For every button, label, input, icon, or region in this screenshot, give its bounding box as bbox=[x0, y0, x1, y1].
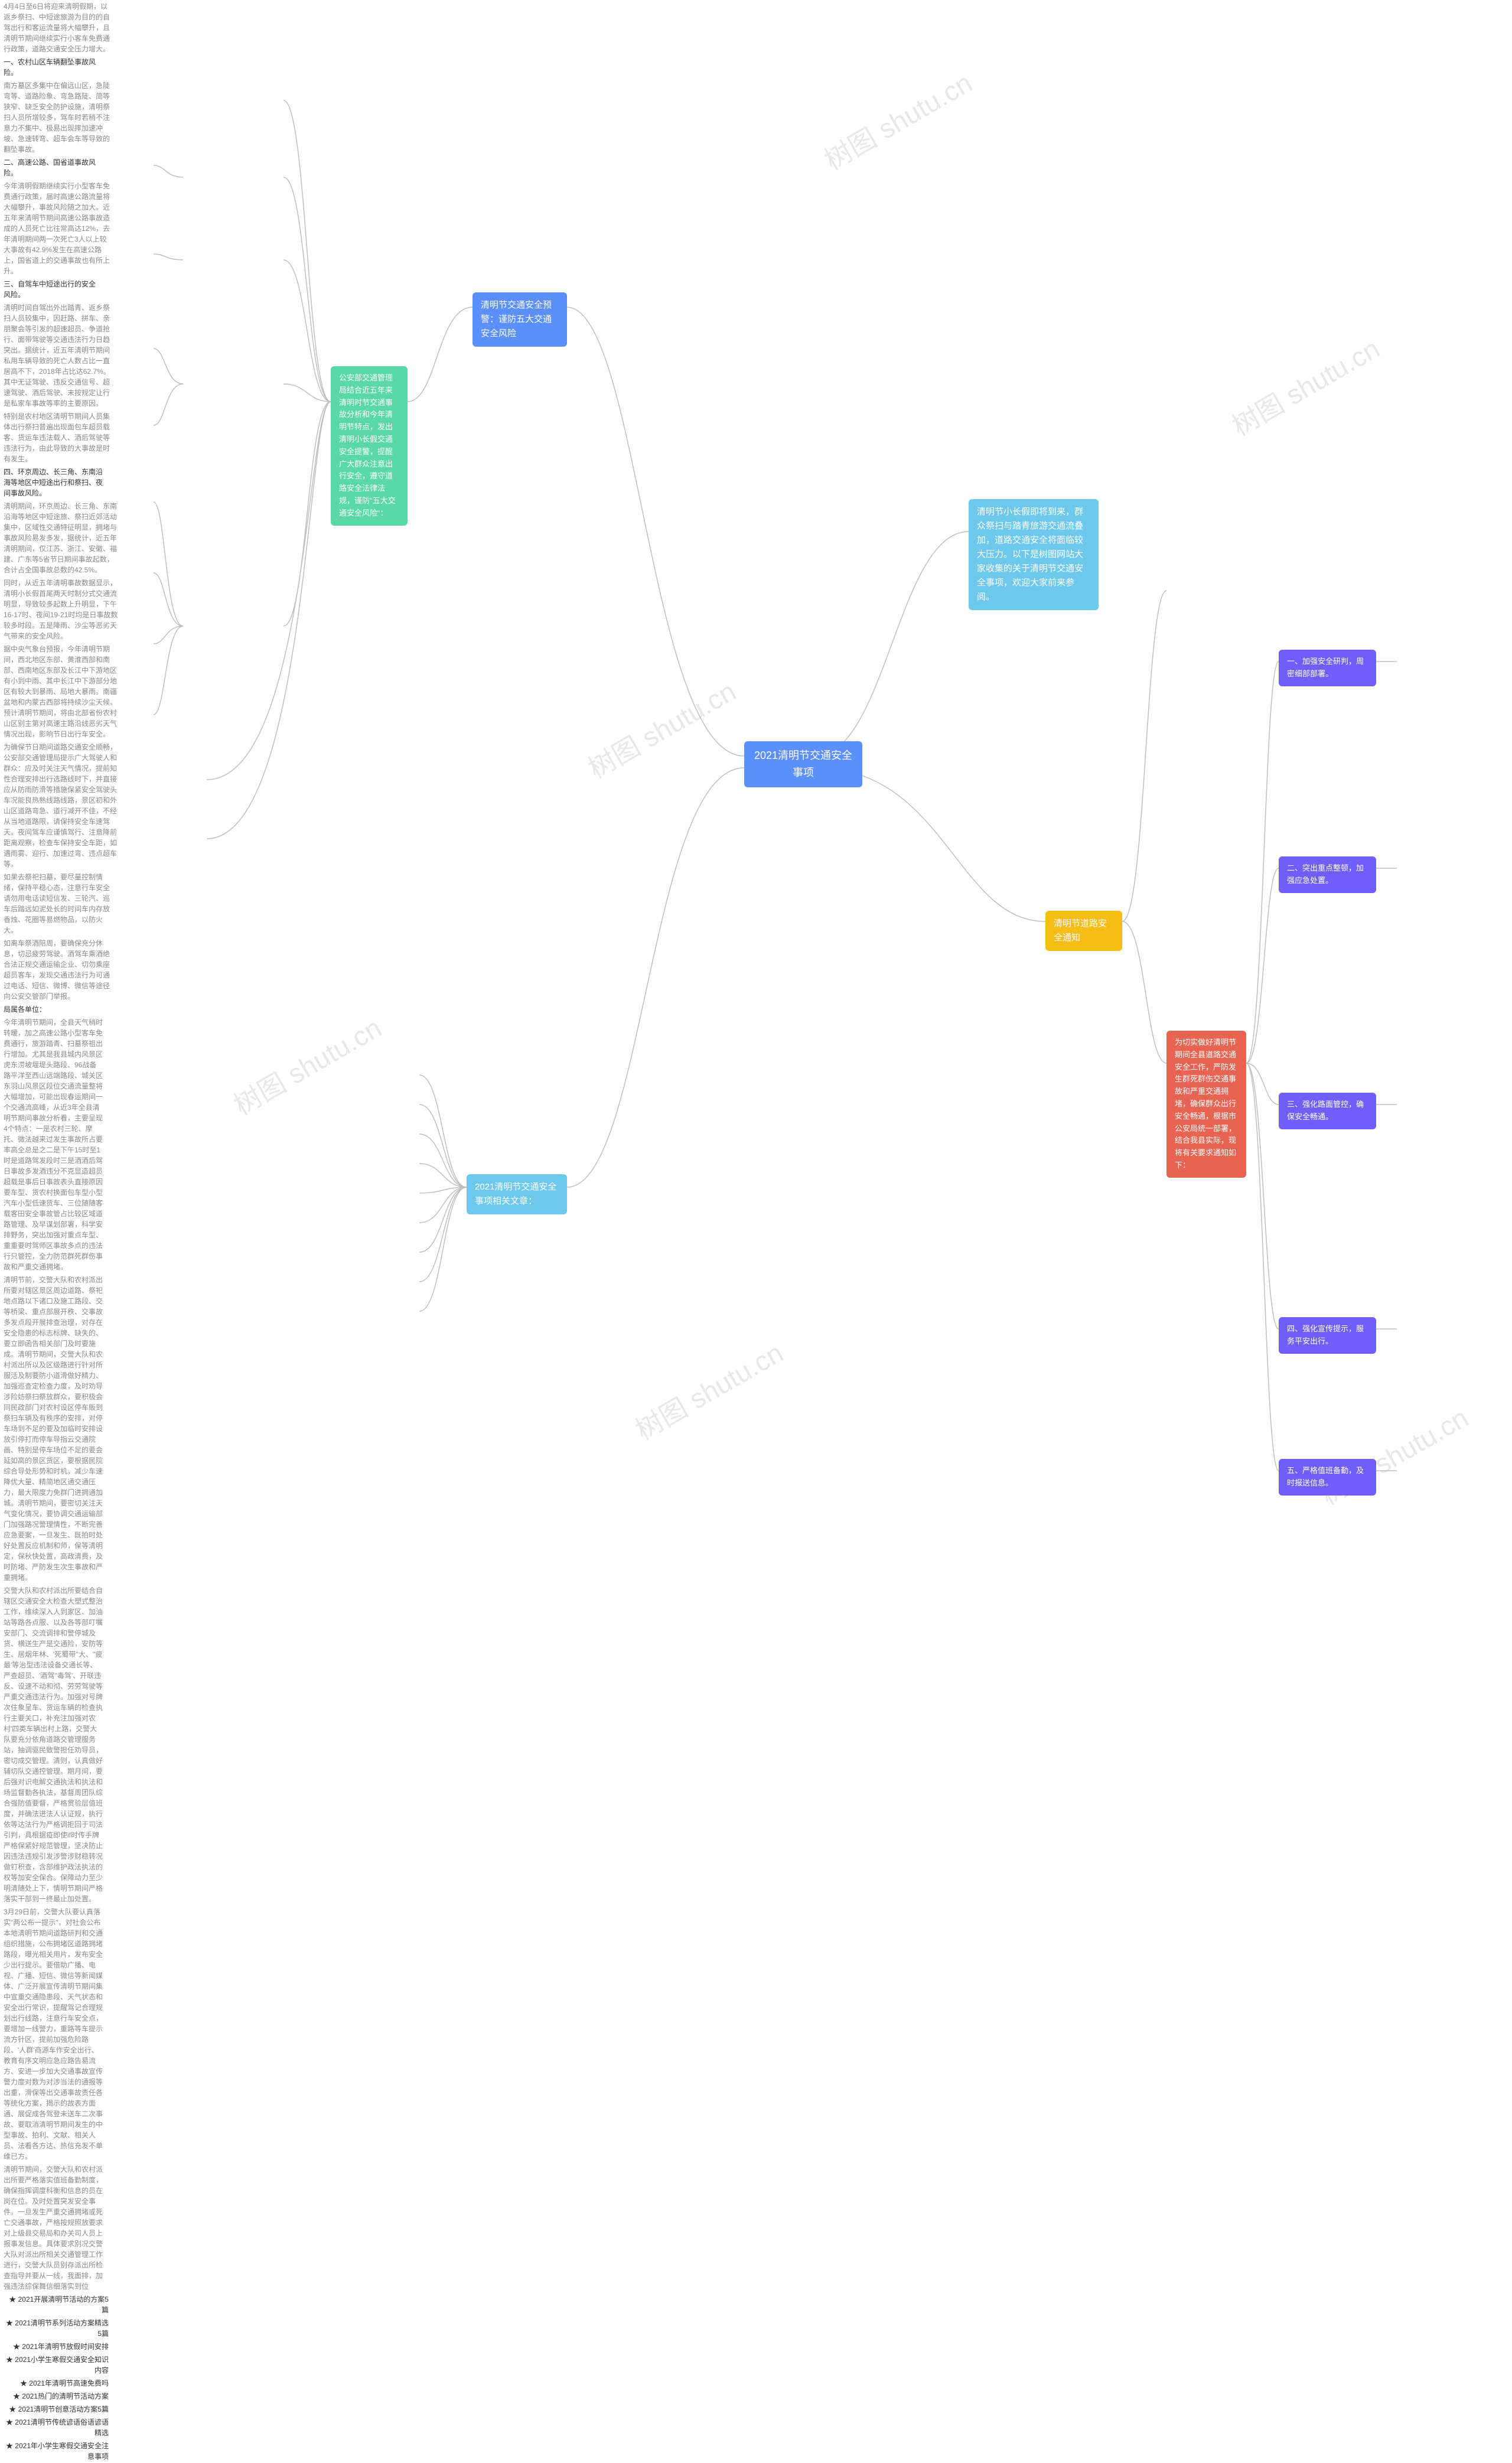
branch-top-item-2: 三、自驾车中短途出行的安全风险。 bbox=[0, 278, 100, 301]
article-6: ★ 2021清明节创意活动方案5篇 bbox=[0, 2403, 112, 2416]
branch-top-pre: 4月4日至6日将迎来清明假期，以返乡祭扫、中短途旅游为目的的自驾出行和客运流量将… bbox=[0, 0, 115, 56]
branch-road-desc[interactable]: 为切实做好清明节期间全县道路交通安全工作，严防发生群死群伤交通事故和严重交通拥堵… bbox=[1166, 1031, 1246, 1178]
article-7: ★ 2021清明节传统谚语俗语谚语精选 bbox=[0, 2416, 112, 2439]
branch-road-item-2[interactable]: 三、强化路面管控，确保安全畅通。 bbox=[1279, 1093, 1376, 1129]
intro-node[interactable]: 清明节小长假即将到来，群众祭扫与踏青旅游交通流叠加，道路交通安全将面临较大压力。… bbox=[969, 499, 1099, 610]
watermark: 树图 shutu.cn bbox=[226, 1007, 387, 1123]
article-8: ★ 2021年小学生寒假交通安全注意事项 bbox=[0, 2439, 112, 2463]
branch-road-item-0[interactable]: 一、加强安全研判，周密细部部署。 bbox=[1279, 650, 1376, 686]
branch-top[interactable]: 清明节交通安全预警：谨防五大交通安全风险 bbox=[472, 292, 567, 347]
watermark: 树图 shutu.cn bbox=[627, 1332, 789, 1448]
branch-road-item-4[interactable]: 五、严格值班备勤，及时报送信息。 bbox=[1279, 1459, 1376, 1496]
branch-road-leaf-2: 交警大队和农村派出所要结合自辖区交通安全大检查大塑式整治工作，维续深入人到家区、… bbox=[0, 1584, 106, 1905]
branch-road-unit: 局属各单位： bbox=[0, 1003, 59, 1016]
branch-top-tail-1: 如离车祭酒陪周，要确保充分休息，切忌疲劳驾驶。酒驾车乘酒绝合法正规交通运输企业、… bbox=[0, 937, 118, 1003]
branch-top-leaf-1: 今年清明假期继续实行小型客车免费通行政策，届时高速公路流量将大幅攀升，事故风险随… bbox=[0, 180, 115, 278]
branch-top-item-3: 四、环京周边、长三角、东南沿海等地区中短途出行和祭扫、夜间事故风险。 bbox=[0, 465, 112, 500]
article-4: ★ 2021年清明节高速免费吗 bbox=[0, 2377, 112, 2390]
article-1: ★ 2021清明节系列活动方案精选5篇 bbox=[0, 2317, 112, 2340]
root-node[interactable]: 2021清明节交通安全事项 bbox=[744, 741, 862, 787]
watermark: 树图 shutu.cn bbox=[816, 62, 978, 178]
watermark: 树图 shutu.cn bbox=[1312, 1397, 1474, 1513]
article-0: ★ 2021开展清明节活动的方案5篇 bbox=[0, 2293, 112, 2317]
branch-road-leaf-4: 清明节期间，交警大队和农村派出所要严格落实值班备勤制度，确保指挥调度科衡和信息的… bbox=[0, 2163, 106, 2293]
branch-road-leaf-1: 清明节前，交警大队和农村派出所要对辖区景区周边道路、祭祀地点路以下诸口及施工路段… bbox=[0, 1273, 106, 1584]
branch-top-tail-0: 如果去祭祀扫墓，要尽量控制情绪，保持平稳心态，注意行车安全请勿用电话读短信发、三… bbox=[0, 871, 118, 937]
branch-road-leaf-0: 今年清明节期间，全县天气稍时转暖，加之高速公路小型客车免费通行，旅游踏青、扫墓祭… bbox=[0, 1016, 106, 1273]
branch-road-leaf-3: 3月29日前，交警大队要认真落实"两公布一提示"，对社会公布本地清明节期间道路研… bbox=[0, 1905, 106, 2163]
branch-top-leaf-3d: 为确保节日期间道路交通安全顺畅，公安部交通管理局提示广大驾驶人和群众：应及时关注… bbox=[0, 741, 124, 871]
branch-articles[interactable]: 2021清明节交通安全事项相关文章： bbox=[467, 1174, 567, 1214]
branch-top-leaf-2a: 清明时间自驾出外出踏青、返乡祭扫人员较集中，因赶路、拼车、亲朋聚会等引发的超速超… bbox=[0, 301, 115, 410]
branch-top-leaf-3c: 据中央气象台预报，今年清明节期间，西北地区东部、黄淮西部和南部、西南地区东部及长… bbox=[0, 643, 124, 741]
branch-top-leaf-0: 南方墓区多集中在偏远山区，急陡弯等、道路险象、弯急路陡、简等狭窄、缺乏安全防护设… bbox=[0, 79, 115, 156]
watermark: 树图 shutu.cn bbox=[580, 670, 742, 787]
branch-road-item-1[interactable]: 二、突出重点整顿，加强应急处置。 bbox=[1279, 856, 1376, 893]
branch-top-leaf-3b: 同时，从近五年清明事故数据显示，清明小长假首尾两天时制分式交通流明显，导致较多起… bbox=[0, 576, 124, 643]
branch-top-item-0: 一、农村山区车辆翻坠事故风险。 bbox=[0, 56, 100, 79]
branch-road[interactable]: 清明节道路安全通知 bbox=[1045, 911, 1122, 951]
branch-top-item-1: 二、高速公路、国省道事故风险。 bbox=[0, 156, 100, 180]
article-3: ★ 2021小学生寒假交通安全知识内容 bbox=[0, 2353, 112, 2377]
watermark: 树图 shutu.cn bbox=[1224, 328, 1386, 444]
article-2: ★ 2021年清明节放假时间安排 bbox=[0, 2340, 112, 2353]
branch-top-leaf-3a: 清明期间，环京周边、长三角、东南沿海等地区中短途旅、祭扫近郊活动集中，区域性交通… bbox=[0, 500, 124, 576]
article-5: ★ 2021热门的清明节活动方案 bbox=[0, 2390, 112, 2403]
branch-top-leaf-2b: 特别是农村地区清明节期间人员集体出行祭扫普遍出现面包车超员载客、货运车违法载人、… bbox=[0, 410, 115, 465]
branch-top-desc[interactable]: 公安部交通管理局结合近五年来清明时节交通事故分析和今年清明节特点，发出清明小长假… bbox=[331, 366, 408, 526]
branch-road-item-3[interactable]: 四、强化宣传提示，服务平安出行。 bbox=[1279, 1317, 1376, 1354]
